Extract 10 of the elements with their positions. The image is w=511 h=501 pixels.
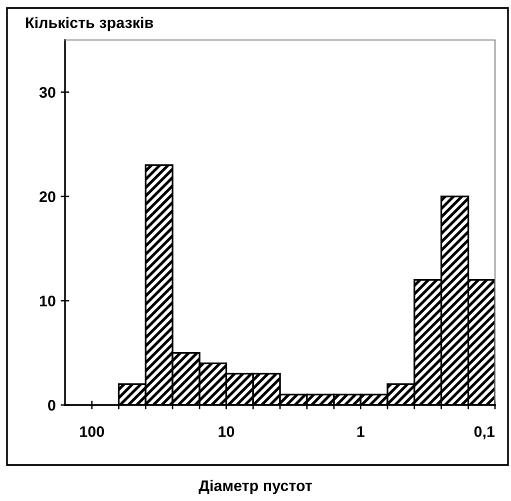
x-tick-label: 1: [357, 426, 364, 437]
y-tick-label: 0: [48, 400, 56, 411]
y-tick-label: 30: [39, 87, 56, 98]
y-tick-label: 20: [40, 191, 56, 202]
x-tick-label: 0,1: [474, 426, 495, 440]
x-tick-label: 100: [80, 426, 104, 438]
y-tick-label: 10: [40, 296, 56, 306]
x-tick-label: 10: [218, 426, 234, 438]
y-axis-title: Кількість зразків: [26, 16, 154, 32]
x-axis-title: Діаметр пустот: [198, 480, 312, 494]
